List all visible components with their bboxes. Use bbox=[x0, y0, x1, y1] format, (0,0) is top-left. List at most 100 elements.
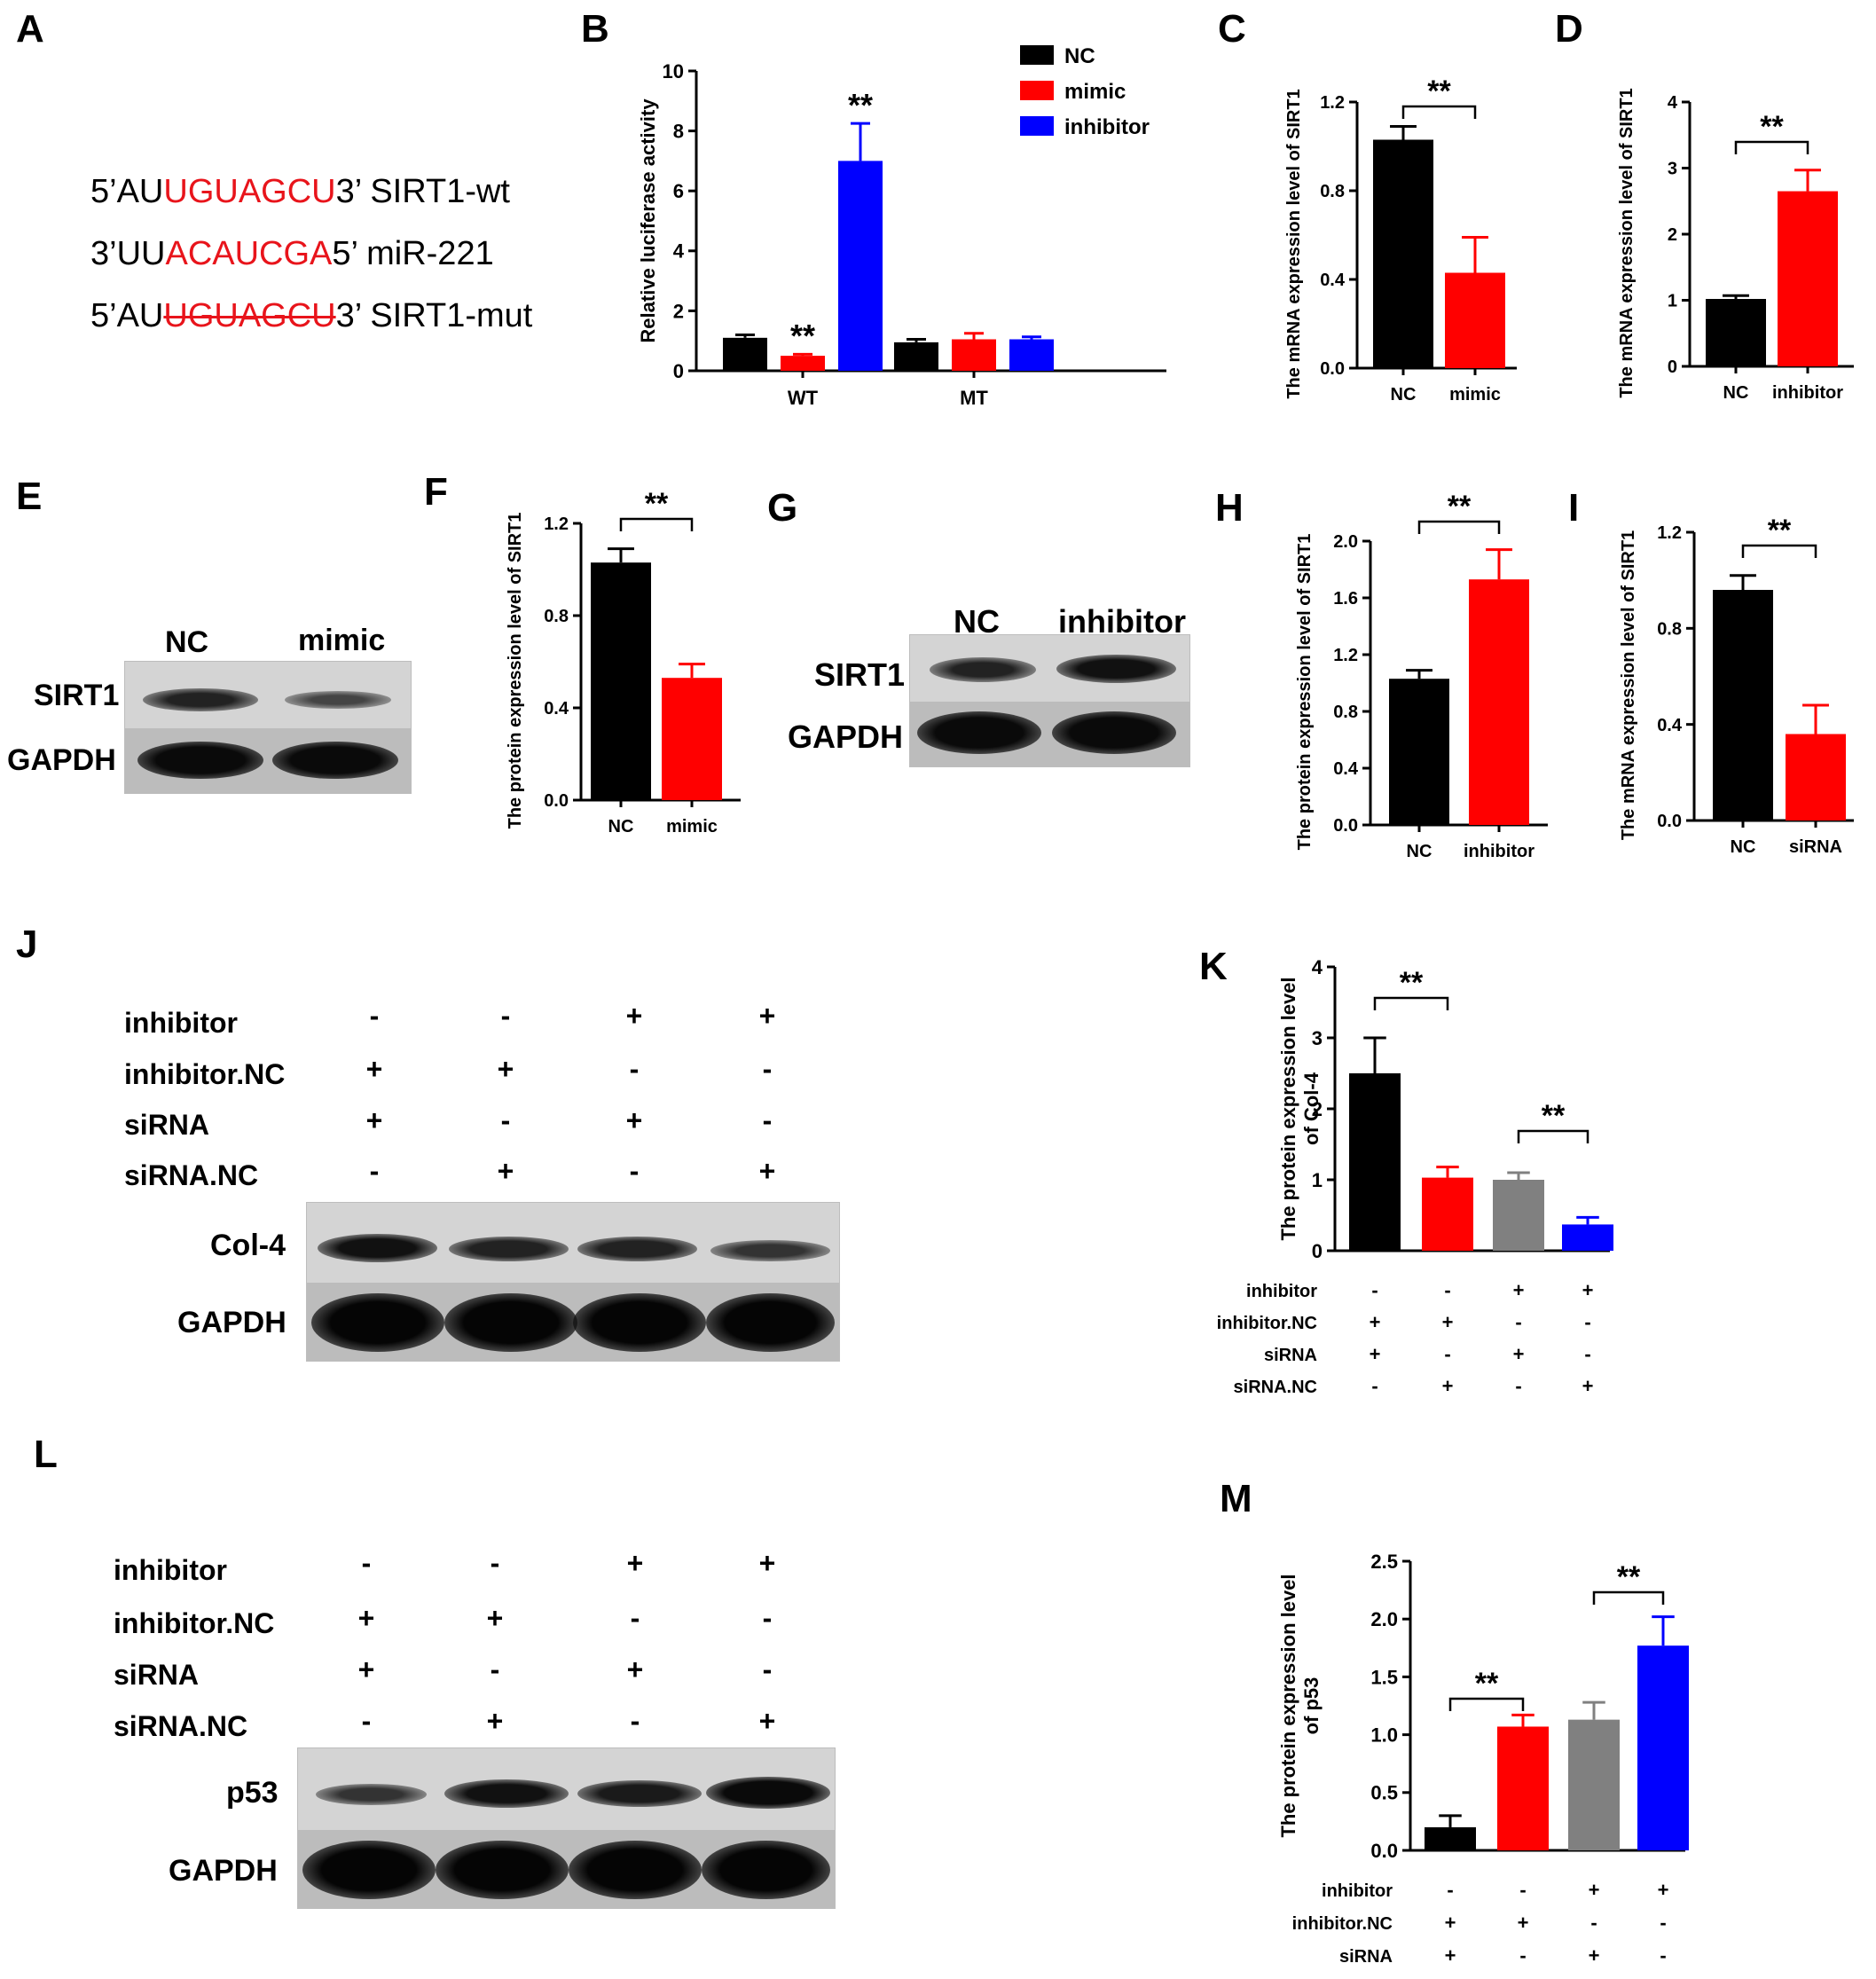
row-label-sirt1: SIRT1 bbox=[814, 656, 906, 693]
sign: + bbox=[365, 1053, 383, 1085]
sign: - bbox=[490, 1547, 500, 1579]
sign: + bbox=[625, 1104, 643, 1136]
condition-label: siRNA bbox=[114, 1659, 200, 1691]
condition-row: siRNA bbox=[124, 1109, 209, 1142]
western-blot-e bbox=[124, 661, 412, 794]
bar bbox=[838, 161, 883, 371]
y-axis-label: The protein expression level of SIRT1 bbox=[1295, 534, 1315, 851]
seq-prefix: 3’UU bbox=[90, 235, 166, 272]
y-tick-label: 10 bbox=[663, 60, 684, 82]
condition-sign: - bbox=[1447, 1879, 1453, 1901]
y-tick-label: 3 bbox=[1668, 160, 1677, 179]
blot-band bbox=[706, 1777, 830, 1809]
blot-band bbox=[577, 1237, 697, 1261]
bar bbox=[1493, 1180, 1544, 1251]
y-tick-label: 1.2 bbox=[1657, 523, 1682, 543]
condition-label: siRNA.NC bbox=[124, 1159, 259, 1191]
y-axis-label: of Col-4 bbox=[1300, 1072, 1323, 1145]
y-tick-label: 0.8 bbox=[544, 607, 569, 626]
condition-sign: - bbox=[1444, 1343, 1450, 1365]
condition-sign: + bbox=[1445, 1912, 1456, 1934]
legend-label: NC bbox=[1064, 44, 1095, 68]
y-tick-label: 1.6 bbox=[1333, 589, 1358, 609]
sign: + bbox=[357, 1653, 375, 1685]
x-tick-label: inhibitor bbox=[1772, 383, 1843, 403]
sign: - bbox=[369, 1155, 380, 1187]
x-tick-label: NC bbox=[1731, 837, 1756, 857]
y-tick-label: 2 bbox=[1668, 225, 1677, 245]
panel-label-m: M bbox=[1220, 1477, 1252, 1520]
condition-sign: - bbox=[1515, 1311, 1521, 1333]
condition-label: inhibitor bbox=[1246, 1282, 1317, 1301]
y-axis-label: The mRNA expression level of SIRT1 bbox=[1617, 88, 1637, 397]
chart-f-protein-mimic: 0.0 0.4 0.8 1.2 NC mimic ** The protein express… bbox=[506, 487, 741, 836]
y-tick-label: 0.0 bbox=[1370, 1840, 1398, 1862]
sign: + bbox=[758, 1705, 776, 1737]
row-label-gapdh: GAPDH bbox=[788, 719, 904, 755]
x-tick-label: NC bbox=[1407, 842, 1433, 861]
significance-label: ** bbox=[645, 487, 669, 521]
condition-label: inhibitor.NC bbox=[114, 1607, 275, 1639]
y-tick-label: 2.5 bbox=[1370, 1551, 1398, 1573]
condition-sign: - bbox=[1584, 1343, 1590, 1365]
y-tick-label: 2 bbox=[1312, 1098, 1323, 1120]
sign: + bbox=[365, 1104, 383, 1136]
x-tick-label: inhibitor bbox=[1464, 842, 1535, 861]
condition-sign: + bbox=[1582, 1375, 1594, 1397]
y-tick-label: 4 bbox=[673, 240, 685, 263]
x-tick-label: mimic bbox=[1449, 385, 1501, 404]
sign: + bbox=[626, 1547, 644, 1579]
significance-bracket bbox=[1517, 1129, 1589, 1143]
seq-site: UGUAGCU bbox=[163, 173, 336, 210]
bar bbox=[1706, 299, 1766, 366]
condition-label: siRNA bbox=[1339, 1947, 1393, 1967]
panel-label-d: D bbox=[1555, 7, 1583, 51]
condition-sign: - bbox=[1515, 1375, 1521, 1397]
sign: - bbox=[630, 1705, 640, 1737]
condition-label: inhibitor.NC bbox=[1292, 1914, 1393, 1934]
condition-sign: - bbox=[1660, 1912, 1666, 1934]
blot-band bbox=[143, 688, 258, 711]
lane-label-nc: NC bbox=[954, 603, 1000, 640]
panel-label-c: C bbox=[1218, 7, 1246, 51]
y-tick-label: 2 bbox=[673, 300, 684, 322]
sign: + bbox=[625, 1000, 643, 1032]
row-label-gapdh: GAPDH bbox=[177, 1306, 287, 1339]
blot-band bbox=[573, 1293, 706, 1352]
condition-sign: - bbox=[1371, 1375, 1378, 1397]
blot-band bbox=[710, 1240, 830, 1261]
y-axis-label: The protein expression level bbox=[1277, 1574, 1299, 1837]
significance-label: ** bbox=[790, 318, 815, 354]
blot-band bbox=[702, 1841, 830, 1899]
bar bbox=[1469, 579, 1529, 825]
western-blot-j bbox=[306, 1202, 840, 1362]
condition-label: inhibitor bbox=[1322, 1881, 1393, 1901]
y-tick-label: 0.4 bbox=[1333, 759, 1359, 779]
seq-prefix: 5’AU bbox=[90, 297, 164, 334]
sign: + bbox=[497, 1155, 514, 1187]
blot-band bbox=[917, 711, 1041, 754]
significance-label: ** bbox=[1768, 514, 1792, 547]
significance-bracket bbox=[1373, 996, 1449, 1010]
blot-band bbox=[316, 1784, 427, 1805]
y-tick-label: 0.0 bbox=[544, 791, 569, 811]
sign: - bbox=[361, 1705, 372, 1737]
row-label-sirt1: SIRT1 bbox=[34, 679, 120, 712]
sign: - bbox=[500, 1104, 511, 1136]
legend-swatch bbox=[1020, 45, 1054, 65]
blot-band bbox=[706, 1293, 835, 1352]
condition-row: inhibitor bbox=[124, 1007, 238, 1040]
chart-h-protein-inhibitor: 0.0 0.4 0.8 1.2 1.6 2.0 NC inhibitor ** The prote… bbox=[1295, 490, 1548, 861]
significance-bracket bbox=[1417, 520, 1501, 534]
significance-label: ** bbox=[1760, 110, 1784, 144]
panel-label-g: G bbox=[767, 486, 798, 530]
blot-band bbox=[930, 657, 1036, 682]
x-tick-label: NC bbox=[608, 817, 634, 836]
condition-sign: + bbox=[1442, 1375, 1454, 1397]
row-label-gapdh: GAPDH bbox=[7, 743, 116, 777]
bar bbox=[1568, 1719, 1620, 1850]
y-tick-label: 0 bbox=[673, 360, 684, 382]
sign: + bbox=[357, 1602, 375, 1634]
sign: + bbox=[626, 1653, 644, 1685]
